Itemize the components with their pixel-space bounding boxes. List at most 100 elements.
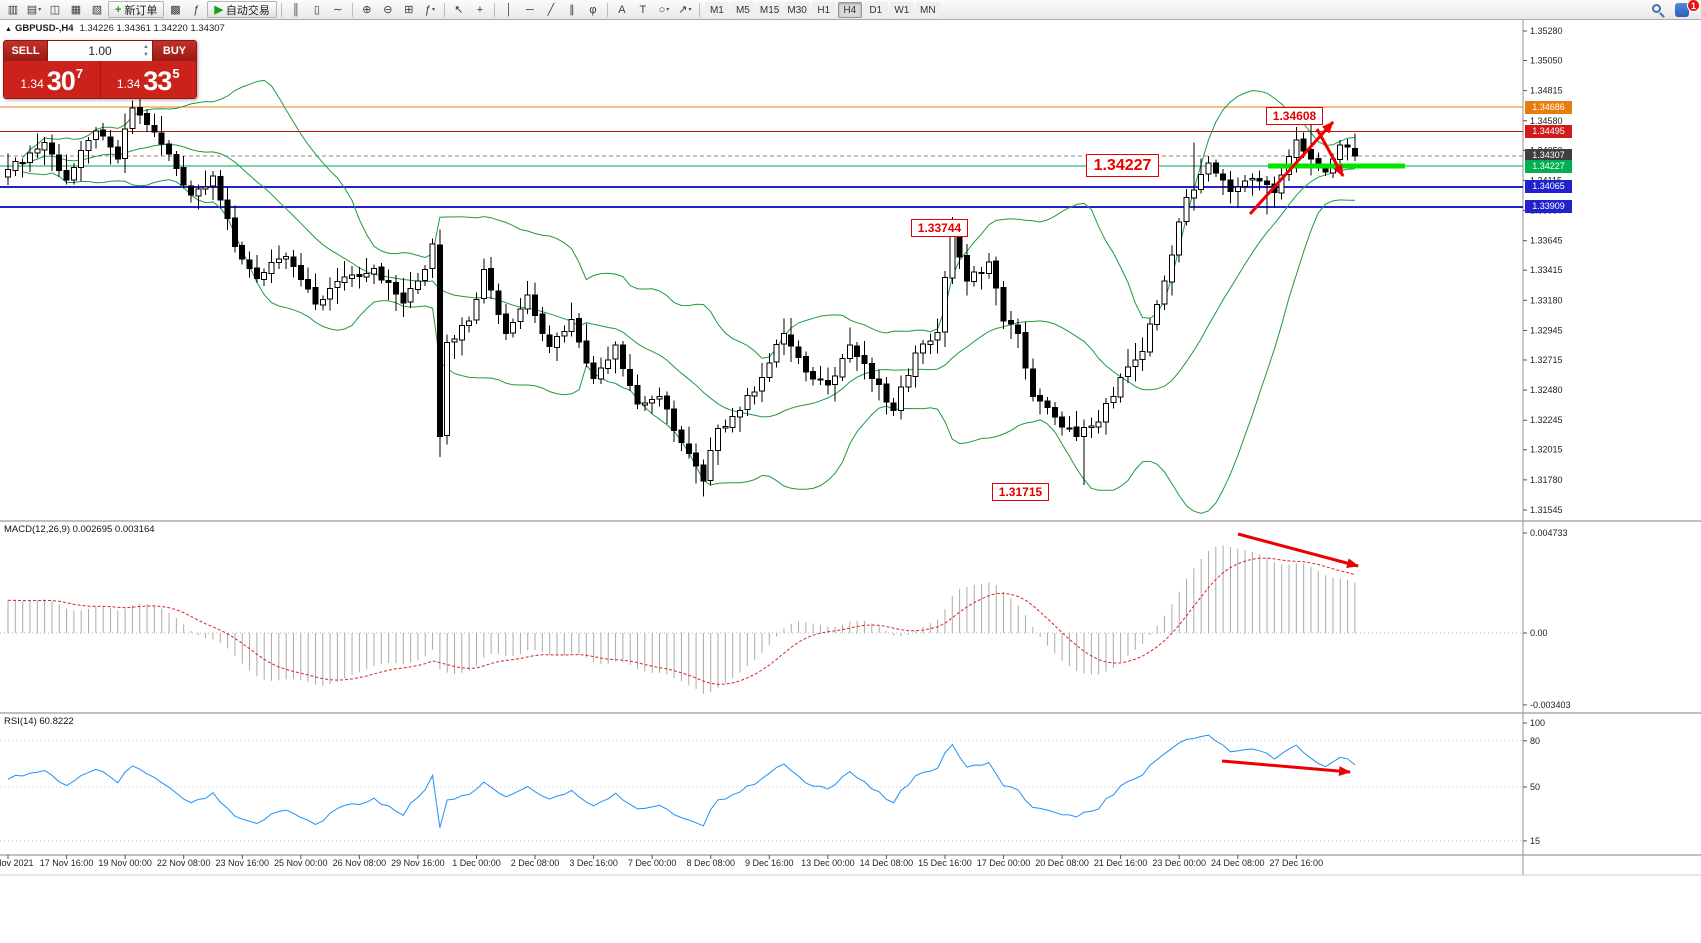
timeframe-w1[interactable]: W1 [889,1,914,18]
navigator-icon[interactable]: ▧ [91,4,103,16]
tile-windows-icon[interactable]: ⊞ [404,4,414,16]
horizontal-lines[interactable] [0,106,1523,208]
svg-text:1.35280: 1.35280 [1530,26,1563,36]
text-icon[interactable]: A [618,3,626,16]
svg-text:26 Nov 08:00: 26 Nov 08:00 [333,858,387,868]
crosshair-icon[interactable]: + [476,3,484,16]
indicators-icon[interactable]: ƒ ▾ [424,3,435,16]
spinner-up-icon[interactable]: ▲ [143,44,149,50]
volume-field[interactable]: 1.00 ▲ ▼ [48,41,152,61]
svg-text:1.31545: 1.31545 [1530,505,1563,515]
price-tag: 1.34495 [1525,125,1572,139]
svg-text:1.35050: 1.35050 [1530,55,1563,65]
buy-button[interactable]: BUY [152,41,196,61]
svg-text:9 Dec 16:00: 9 Dec 16:00 [745,858,794,868]
timeframe-mn[interactable]: MN [915,1,940,18]
svg-text:21 Dec 16:00: 21 Dec 16:00 [1094,858,1148,868]
svg-text:17 Dec 00:00: 17 Dec 00:00 [977,858,1031,868]
text-label-icon[interactable]: T [639,3,647,16]
sell-button[interactable]: SELL [4,41,48,61]
price-annotation[interactable]: 1.34608 [1266,107,1323,125]
svg-text:1.32015: 1.32015 [1530,445,1563,455]
fibonacci-icon[interactable]: φ [589,3,597,16]
macd-label: MACD(12,26,9) 0.002695 0.003164 [4,524,155,535]
bar-chart-icon[interactable]: ║ [292,3,300,16]
toolbar-separator [443,2,445,17]
spinner-down-icon[interactable]: ▼ [143,52,149,58]
auto-trading-button[interactable]: ▶ 自动交易 [207,1,277,18]
timeframe-m30[interactable]: M30 [784,1,810,18]
line-chart-icon[interactable]: ∼ [333,4,343,16]
zoom-in-icon[interactable]: ⊕ [362,4,372,16]
svg-text:23 Nov 16:00: 23 Nov 16:00 [215,858,269,868]
panel-separators[interactable] [0,20,1701,876]
community-icon[interactable] [1672,1,1692,18]
svg-text:-0.003403: -0.003403 [1530,700,1571,710]
market-watch-icon[interactable]: ◫ [49,4,61,16]
profiles-icon[interactable]: ▤ ▾ [26,4,42,16]
svg-text:15 Dec 16:00: 15 Dec 16:00 [918,858,972,868]
svg-text:14 Dec 08:00: 14 Dec 08:00 [860,858,914,868]
arrows-icon[interactable]: ↗ ▾ [678,4,692,16]
sell-price-pip: 7 [75,66,84,81]
trend-arrows[interactable] [1221,120,1359,777]
zoom-out-icon[interactable]: ⊖ [383,4,393,16]
svg-text:1.32715: 1.32715 [1530,355,1563,365]
svg-text:16 Nov 2021: 16 Nov 2021 [0,858,34,868]
sell-price-big: 30 [46,66,76,96]
toolbar-right: 1 [1648,0,1700,18]
symbol-period: GBPUSD-,H4 [14,23,74,34]
buy-price-big: 33 [143,66,172,96]
svg-text:1.31780: 1.31780 [1530,475,1563,485]
sell-price[interactable]: 1.34 30 7 [4,61,100,98]
candlestick-chart-icon[interactable]: ▯ [313,4,320,16]
one-click-trading-panel: SELL 1.00 ▲ ▼ BUY 1.34 30 7 1.34 33 5 [3,40,197,99]
chart-header: ▲ GBPUSD-,H4 1.34226 1.34361 1.34220 1.343… [5,23,225,34]
price-annotation[interactable]: 1.33744 [911,219,968,237]
buy-price[interactable]: 1.34 33 5 [99,61,197,98]
cursor-icon[interactable]: ↖ [454,4,464,16]
strategy-tester-icon[interactable]: ƒ [193,3,200,16]
svg-text:8 Dec 08:00: 8 Dec 08:00 [686,858,735,868]
svg-text:22 Nov 08:00: 22 Nov 08:00 [157,858,211,868]
notification-badge[interactable]: 1 [1687,0,1700,12]
svg-text:100: 100 [1530,718,1545,728]
price-annotation[interactable]: 1.31715 [992,483,1049,501]
timeframe-m5[interactable]: M5 [730,1,755,18]
svg-text:24 Dec 08:00: 24 Dec 08:00 [1211,858,1265,868]
auto-trading-button-label: 自动交易 [225,4,270,17]
buy-price-head: 1.34 [116,77,141,91]
svg-text:7 Dec 00:00: 7 Dec 00:00 [628,858,677,868]
data-window-icon[interactable]: ▦ [70,4,82,16]
terminal-icon[interactable]: ▩ [170,4,181,16]
auto-trading-button-glyph: ▶ [214,4,223,16]
svg-text:0.00: 0.00 [1530,628,1548,638]
new-order-button[interactable]: + 新订单 [108,1,165,18]
shapes-icon[interactable]: ○ ▾ [658,3,670,16]
svg-text:17 Nov 16:00: 17 Nov 16:00 [40,858,94,868]
volume-spinner[interactable]: ▲ ▼ [143,43,149,59]
new-chart-icon[interactable]: ▥ [7,4,19,16]
price-tag: 1.34307 [1525,149,1572,163]
timeframe-m1[interactable]: M1 [704,1,729,18]
toolbar-separator [493,2,495,17]
svg-text:20 Dec 08:00: 20 Dec 08:00 [1035,858,1089,868]
timeframe-h1[interactable]: H1 [811,1,836,18]
vertical-line-icon[interactable]: │ [505,3,513,16]
timeframe-d1[interactable]: D1 [863,1,888,18]
svg-text:1.33645: 1.33645 [1530,236,1563,246]
date-axis[interactable]: 16 Nov 2021 17 Nov 16:00 19 Nov 00:00 22 No… [0,855,1323,868]
horizontal-line-icon[interactable]: ─ [526,3,534,16]
price-annotation[interactable]: 1.34227 [1086,154,1159,177]
toolbar-separator [606,2,608,17]
ohlc-readout: 1.34226 1.34361 1.34220 1.34307 [79,23,225,34]
collapse-trade-panel-icon[interactable]: ▲ [5,26,12,33]
svg-text:15: 15 [1530,836,1540,846]
timeframe-m15[interactable]: M15 [756,1,783,18]
search-icon[interactable] [1648,1,1668,18]
new-order-button-glyph: + [115,3,122,16]
channel-icon[interactable]: ∥ [569,4,575,16]
timeframe-h4[interactable]: H4 [837,1,862,18]
trendline-icon[interactable]: ╱ [547,4,555,16]
